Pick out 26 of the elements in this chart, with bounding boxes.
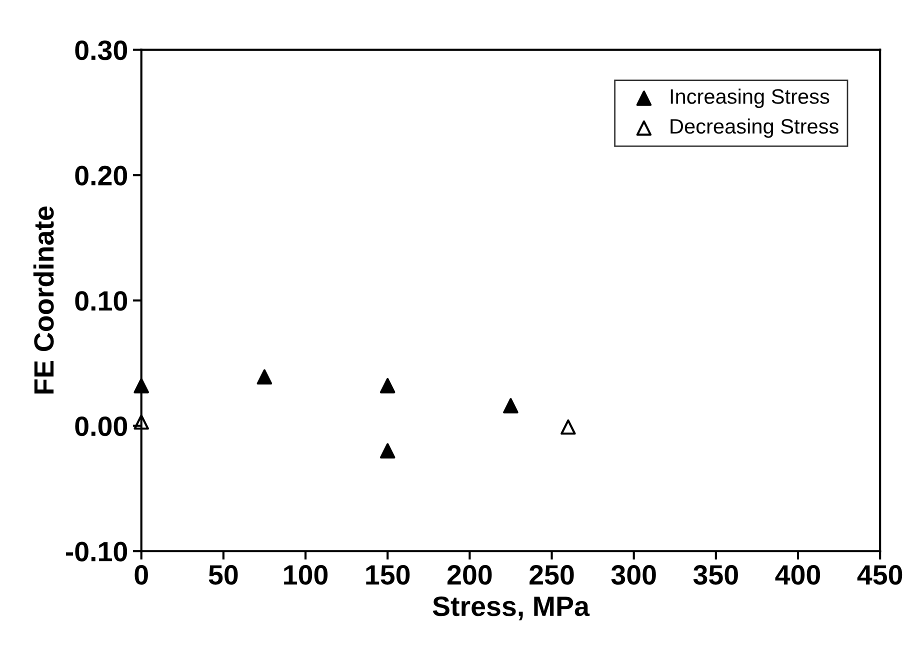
- legend-label: Decreasing Stress: [670, 118, 838, 138]
- x-tick-label: 0: [134, 565, 148, 585]
- point: [134, 414, 149, 430]
- legend-label: Increasing Stress: [670, 88, 830, 108]
- point: [380, 443, 396, 458]
- point: [256, 369, 272, 385]
- point: [503, 398, 518, 414]
- x-tick-label: 200: [447, 565, 492, 585]
- x-tick-label: 250: [530, 565, 574, 585]
- point: [380, 378, 396, 394]
- y-tick-label: 0.20: [75, 166, 128, 186]
- x-tick-label: 450: [857, 565, 902, 585]
- y-axis-title: FE Coordinate: [33, 206, 54, 394]
- x-tick-label: 400: [775, 565, 820, 585]
- x-tick-label: 300: [611, 565, 656, 585]
- point: [560, 419, 576, 435]
- x-tick-label: 100: [284, 565, 328, 585]
- y-tick-label: 0.00: [75, 416, 128, 436]
- y-tick-label: 0.30: [75, 40, 128, 60]
- y-tick-label: -0.10: [66, 542, 128, 562]
- x-axis-title: Stress, MPa: [432, 596, 590, 620]
- point: [134, 378, 149, 394]
- x-tick-label: 350: [693, 565, 738, 585]
- x-tick-label: 50: [208, 565, 238, 585]
- y-tick-label: 0.10: [75, 291, 128, 311]
- x-tick-label: 150: [366, 565, 410, 585]
